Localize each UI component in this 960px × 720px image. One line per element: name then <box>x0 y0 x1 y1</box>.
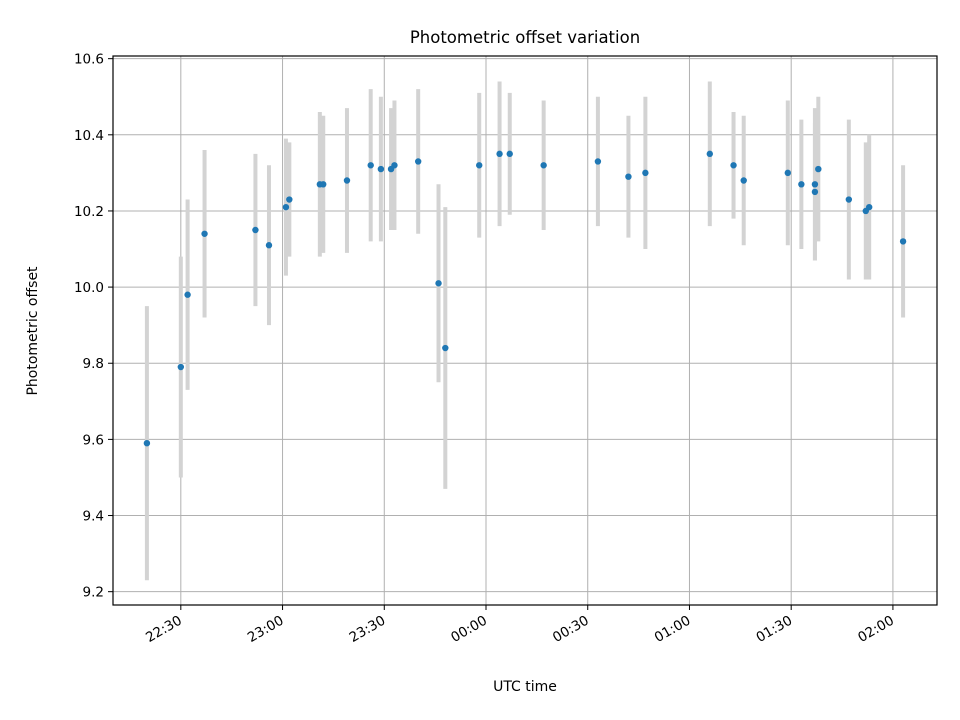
data-point <box>414 158 422 165</box>
data-point <box>143 439 151 447</box>
data-point <box>252 226 259 234</box>
plot-frame <box>112 55 938 606</box>
y-tick-label: 10.0 <box>74 280 104 296</box>
data-point <box>740 177 747 184</box>
data-point <box>625 173 632 180</box>
data-point <box>367 162 374 169</box>
data-point <box>706 150 714 158</box>
data-point <box>811 181 819 188</box>
y-tick-label: 9.4 <box>83 509 104 525</box>
y-tick-label: 9.6 <box>83 432 104 448</box>
data-point <box>496 150 503 158</box>
data-point <box>184 291 191 298</box>
chart-title: Photometric offset variation <box>410 28 640 47</box>
data-point <box>177 363 185 371</box>
y-tick-label: 10.6 <box>74 52 104 68</box>
data-point <box>815 165 822 173</box>
data-point <box>811 188 819 196</box>
data-point <box>798 181 805 188</box>
data-point <box>594 158 602 165</box>
data-point <box>730 162 737 169</box>
data-points <box>143 150 907 447</box>
y-tick-label: 9.2 <box>83 585 104 601</box>
y-tick-label: 10.2 <box>74 204 104 220</box>
y-axis-label: Photometric offset <box>25 266 41 396</box>
data-point <box>506 150 513 158</box>
data-point <box>899 238 907 245</box>
data-point <box>343 177 351 184</box>
data-point <box>784 169 791 177</box>
y-tick-label: 9.8 <box>83 356 104 372</box>
data-point <box>435 280 442 287</box>
y-tick-label: 10.4 <box>74 128 104 144</box>
data-point <box>377 165 385 173</box>
data-point <box>320 181 327 188</box>
x-axis-label: UTC time <box>493 679 557 695</box>
data-point <box>286 196 293 203</box>
data-point <box>845 196 853 203</box>
data-point <box>265 242 273 249</box>
data-point <box>476 162 483 169</box>
data-point <box>282 203 290 211</box>
data-point <box>201 230 208 237</box>
data-point <box>865 203 873 211</box>
data-point <box>642 169 649 177</box>
gridlines <box>113 56 937 605</box>
data-point <box>391 162 398 169</box>
data-point <box>442 344 449 352</box>
data-point <box>540 162 547 169</box>
